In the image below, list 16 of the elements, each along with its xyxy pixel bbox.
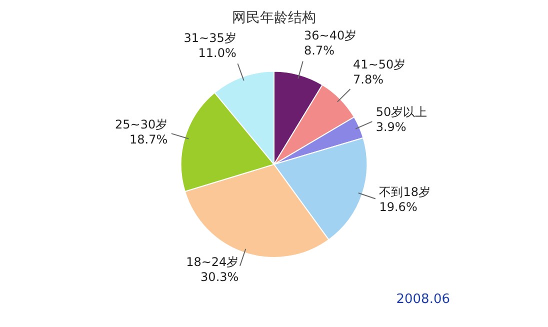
text: 2008.06 xyxy=(396,292,450,307)
data-label: 19.6% xyxy=(379,200,418,214)
slice-label: 18~24岁 xyxy=(186,254,239,269)
data-label: 3.9% xyxy=(376,120,406,134)
data-label: 18.7% xyxy=(129,132,168,147)
data-label: 7.8% xyxy=(353,72,384,86)
slice-label: 不到18岁 xyxy=(379,185,431,200)
slice-label: 41~50岁 xyxy=(353,57,406,72)
data-label: 11.0% xyxy=(198,46,236,60)
slice-label: 36~40岁 xyxy=(304,28,357,43)
data-label: 8.7% xyxy=(304,44,334,58)
chart-title: 网民年龄结构 xyxy=(232,10,316,26)
slice-label: 50岁以上 xyxy=(376,105,428,120)
data-label: 30.3% xyxy=(200,270,239,284)
slice-label: 25~30岁 xyxy=(115,118,168,132)
slice-label: 31~35岁 xyxy=(184,30,236,45)
